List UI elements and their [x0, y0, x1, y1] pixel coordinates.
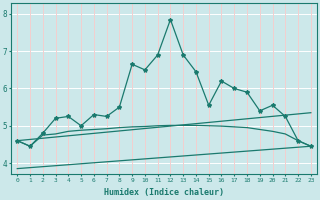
X-axis label: Humidex (Indice chaleur): Humidex (Indice chaleur) [104, 188, 224, 197]
